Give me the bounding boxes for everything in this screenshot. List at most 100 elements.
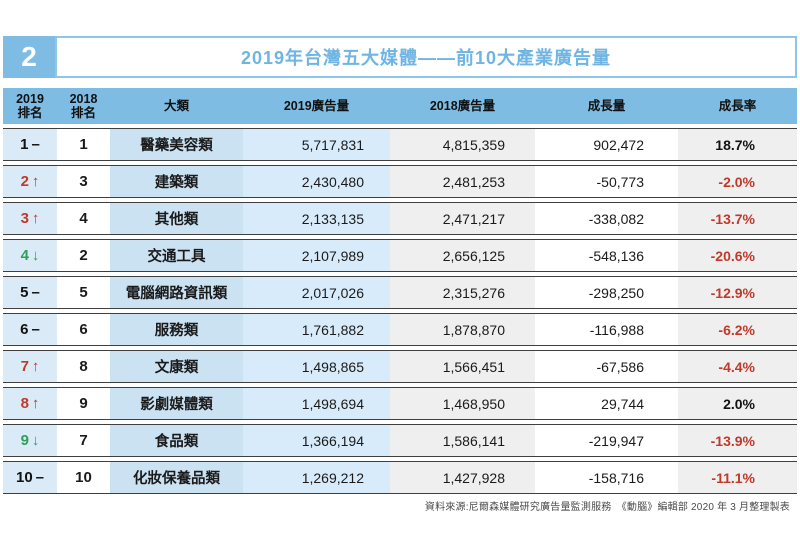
amount-2019-cell: 1,498,865 xyxy=(243,351,390,382)
rank-2019-cell: 10– xyxy=(3,462,57,493)
amount-2019-cell: 1,366,194 xyxy=(243,425,390,456)
rank-2018-cell: 8 xyxy=(57,351,110,382)
rank-2018-cell: 10 xyxy=(57,462,110,493)
amount-2019-cell: 2,107,989 xyxy=(243,240,390,271)
trend-icon: – xyxy=(35,469,45,486)
rank-2019-value: 8 xyxy=(20,395,29,412)
category-cell: 建築類 xyxy=(110,166,243,197)
table-row: 7 ↑ 8 文康類 1,498,865 1,566,451 -67,586 -4.… xyxy=(3,350,797,383)
table-row: 8 ↑ 9 影劇媒體類 1,498,694 1,468,950 29,744 2.… xyxy=(3,387,797,420)
rank-2019-cell: 8 ↑ xyxy=(3,388,57,419)
table-row: 5– 5 電腦網路資訊類 2,017,026 2,315,276 -298,25… xyxy=(3,276,797,309)
category-cell: 醫藥美容類 xyxy=(110,129,243,160)
rank-2019-cell: 3 ↑ xyxy=(3,203,57,234)
rank-2018-cell: 1 xyxy=(57,129,110,160)
growth-rate-cell: 18.7% xyxy=(678,129,797,160)
growth-rate-cell: -13.9% xyxy=(678,425,797,456)
growth-cell: 29,744 xyxy=(535,388,678,419)
growth-cell: -338,082 xyxy=(535,203,678,234)
rank-2018-cell: 2 xyxy=(57,240,110,271)
amount-2019-cell: 2,430,480 xyxy=(243,166,390,197)
growth-cell: -158,716 xyxy=(535,462,678,493)
page-title: 2019年台灣五大媒體——前10大產業廣告量 xyxy=(240,48,612,68)
growth-cell: -298,250 xyxy=(535,277,678,308)
rank-2019-value: 6 xyxy=(20,321,29,338)
col-header-rank-2018: 2018 排名 xyxy=(69,91,98,120)
amount-2019-cell: 2,133,135 xyxy=(243,203,390,234)
rank-2019-value: 9 xyxy=(20,432,29,449)
trend-icon: ↑ xyxy=(31,358,40,375)
growth-cell: 902,472 xyxy=(535,129,678,160)
rank-2019-value: 3 xyxy=(20,210,29,227)
col-header-rank-2019: 2019 排名 xyxy=(16,91,44,120)
amount-2018-cell: 2,315,276 xyxy=(390,277,535,308)
rank-2018-cell: 5 xyxy=(57,277,110,308)
trend-icon: – xyxy=(31,321,40,338)
table-row: 1– 1 醫藥美容類 5,717,831 4,815,359 902,472 1… xyxy=(3,128,797,161)
table-row: 3 ↑ 4 其他類 2,133,135 2,471,217 -338,082 -1… xyxy=(3,202,797,235)
amount-2018-cell: 1,566,451 xyxy=(390,351,535,382)
rank-2019-cell: 6– xyxy=(3,314,57,345)
rank-2019-cell: 7 ↑ xyxy=(3,351,57,382)
growth-rate-cell: -12.9% xyxy=(678,277,797,308)
amount-2019-cell: 1,498,694 xyxy=(243,388,390,419)
growth-rate-cell: -13.7% xyxy=(678,203,797,234)
growth-rate-cell: -20.6% xyxy=(678,240,797,271)
growth-cell: -67,586 xyxy=(535,351,678,382)
title-bar: 2 2019年台灣五大媒體——前10大產業廣告量 xyxy=(3,36,797,78)
trend-icon: ↑ xyxy=(31,173,40,190)
rank-2019-value: 10 xyxy=(15,469,33,486)
trend-icon: ↓ xyxy=(31,432,40,449)
rank-2019-cell: 5– xyxy=(3,277,57,308)
rank-2018-cell: 3 xyxy=(57,166,110,197)
data-source-note: 資料來源:尼爾森媒體研究廣告量監測服務 《動腦》編輯部 2020 年 3 月整理… xyxy=(424,502,790,513)
amount-2019-cell: 5,717,831 xyxy=(243,129,390,160)
table-row: 2 ↑ 3 建築類 2,430,480 2,481,253 -50,773 -2.… xyxy=(3,165,797,198)
growth-cell: -219,947 xyxy=(535,425,678,456)
table-body: 1– 1 醫藥美容類 5,717,831 4,815,359 902,472 1… xyxy=(3,128,797,494)
table-row: 4 ↓ 2 交通工具 2,107,989 2,656,125 -548,136 -… xyxy=(3,239,797,272)
rank-2019-value: 4 xyxy=(20,247,29,264)
amount-2018-cell: 4,815,359 xyxy=(390,129,535,160)
rank-2018-cell: 4 xyxy=(57,203,110,234)
rank-2019-cell: 2 ↑ xyxy=(3,166,57,197)
category-cell: 食品類 xyxy=(110,425,243,456)
amount-2019-cell: 1,269,212 xyxy=(243,462,390,493)
amount-2018-cell: 1,586,141 xyxy=(390,425,535,456)
rank-2018-cell: 7 xyxy=(57,425,110,456)
figure-number-badge: 2 xyxy=(3,36,55,78)
table-row: 9 ↓ 7 食品類 1,366,194 1,586,141 -219,947 -1… xyxy=(3,424,797,457)
category-cell: 電腦網路資訊類 xyxy=(110,277,243,308)
category-cell: 交通工具 xyxy=(110,240,243,271)
growth-rate-cell: 2.0% xyxy=(678,388,797,419)
rank-2019-value: 5 xyxy=(20,284,29,301)
growth-cell: -548,136 xyxy=(535,240,678,271)
category-cell: 服務類 xyxy=(110,314,243,345)
trend-icon: – xyxy=(31,284,40,301)
rank-2018-cell: 6 xyxy=(57,314,110,345)
amount-2018-cell: 1,878,870 xyxy=(390,314,535,345)
rank-2019-value: 2 xyxy=(20,173,29,190)
trend-icon: ↑ xyxy=(31,210,40,227)
rank-2019-value: 1 xyxy=(20,136,29,153)
table-header-row: 2019 排名 2018 排名 大類 2019廣告量 2018廣告量 成長量 成… xyxy=(3,88,797,124)
growth-rate-cell: -11.1% xyxy=(678,462,797,493)
category-cell: 其他類 xyxy=(110,203,243,234)
rank-2019-cell: 9 ↓ xyxy=(3,425,57,456)
category-cell: 文康類 xyxy=(110,351,243,382)
category-cell: 化妝保養品類 xyxy=(110,462,243,493)
rank-2019-value: 7 xyxy=(20,358,29,375)
growth-rate-cell: -4.4% xyxy=(678,351,797,382)
page: 2 2019年台灣五大媒體——前10大產業廣告量 2019 排名 2018 排名… xyxy=(3,36,797,513)
rank-2019-cell: 1– xyxy=(3,129,57,160)
table-row: 6– 6 服務類 1,761,882 1,878,870 -116,988 -6… xyxy=(3,313,797,346)
col-header-category: 大類 xyxy=(163,98,189,113)
growth-rate-cell: -6.2% xyxy=(678,314,797,345)
table-row: 10– 10 化妝保養品類 1,269,212 1,427,928 -158,7… xyxy=(3,461,797,494)
col-header-amount-2018: 2018廣告量 xyxy=(429,98,496,113)
rank-2019-cell: 4 ↓ xyxy=(3,240,57,271)
amount-2019-cell: 2,017,026 xyxy=(243,277,390,308)
col-header-growth-rate: 成長率 xyxy=(718,98,757,113)
growth-cell: -50,773 xyxy=(535,166,678,197)
category-cell: 影劇媒體類 xyxy=(110,388,243,419)
